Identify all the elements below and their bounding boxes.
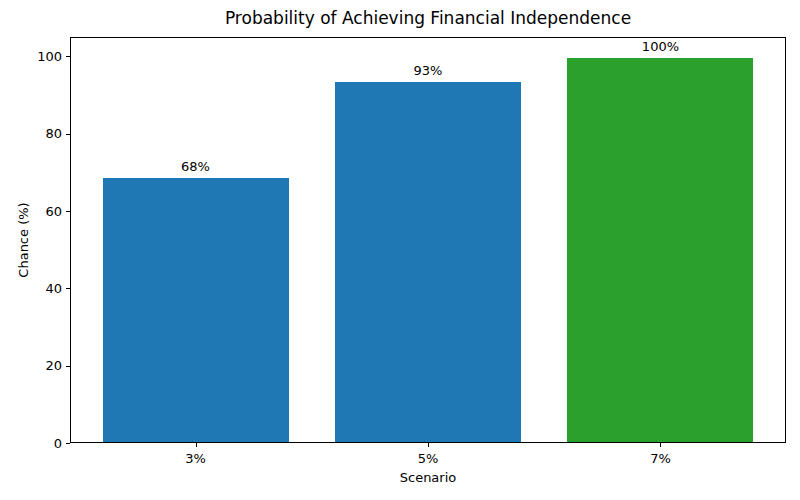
bar-3% [103,178,289,443]
bar-chart-figure: Probability of Achieving Financial Indep… [0,0,800,500]
chart-title: Probability of Achieving Financial Indep… [70,7,786,29]
y-tick-label: 40 [18,281,62,296]
plot-area [70,37,786,443]
x-tick-mark [660,443,661,447]
bar-7% [567,58,753,443]
bar-value-label: 68% [181,159,210,174]
x-tick-label: 7% [650,451,671,466]
y-tick-label: 20 [18,358,62,373]
y-tick-mark [66,56,70,57]
y-tick-label: 80 [18,126,62,141]
y-tick-label: 60 [18,204,62,219]
bar-value-label: 93% [414,63,443,78]
x-tick-mark [196,443,197,447]
bar-5% [335,82,521,443]
x-axis-label: Scenario [70,470,786,486]
y-tick-label: 0 [18,436,62,451]
bar-value-label: 100% [642,39,679,54]
y-tick-mark [66,288,70,289]
y-tick-mark [66,366,70,367]
y-tick-mark [66,443,70,444]
y-tick-label: 100 [18,49,62,64]
y-tick-mark [66,134,70,135]
x-tick-label: 3% [185,451,206,466]
y-tick-mark [66,211,70,212]
x-tick-mark [428,443,429,447]
x-tick-label: 5% [418,451,439,466]
